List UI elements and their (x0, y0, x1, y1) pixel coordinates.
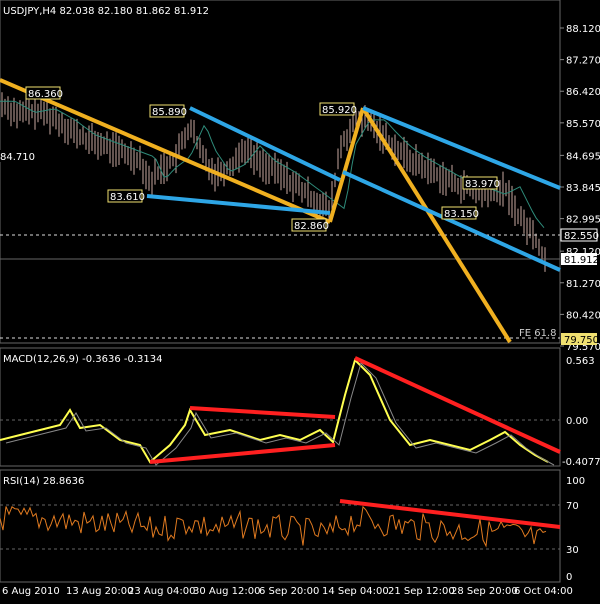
pivot-label: 84.710 (0, 152, 35, 163)
macd-lines (0, 358, 555, 466)
ma-path (0, 100, 545, 229)
rsi-trend-line[interactable] (339, 499, 561, 529)
time-label: 28 Sep 20:00 (451, 586, 518, 597)
price-tick-label: 81.270 (566, 279, 600, 290)
price-tick-label: 85.570 (566, 119, 600, 130)
time-label: 13 Aug 20:00 (66, 586, 133, 597)
price-tick-label: 86.420 (566, 87, 600, 98)
rsi-line (0, 505, 547, 548)
fib-line-1[interactable] (0, 78, 331, 224)
current-price-tag (561, 253, 597, 265)
channel-lines[interactable] (146, 106, 561, 272)
pivot-label: 86.360 (28, 89, 63, 100)
price-tick-label: 88.120 (566, 24, 600, 35)
fe-label: FE 61.8 (519, 328, 557, 339)
time-label: 6 Oct 04:00 (514, 586, 573, 597)
macd-title: MACD(12,26,9) -0.3636 -0.3134 (3, 354, 163, 365)
rsi-tick: 100 (566, 476, 585, 487)
level-82550-label: 82.550 (564, 231, 599, 242)
rsi-title: RSI(14) 28.8636 (3, 476, 84, 487)
price-tick-label: 82.120 (566, 247, 600, 258)
price-tick-label: 83.845 (566, 183, 600, 194)
level-79750-tag (561, 333, 597, 345)
moving-average (0, 100, 545, 229)
macd-trend-bottom[interactable] (149, 443, 336, 464)
macd-tick: 0.00 (566, 416, 588, 427)
level-82550-tag (560, 228, 598, 242)
pivot-label: 83.150 (444, 209, 479, 220)
time-label: 23 Aug 04:00 (128, 586, 195, 597)
pivot-label: 85.920 (322, 105, 357, 116)
rsi-path (0, 505, 547, 548)
rsi-tick: 30 (566, 545, 579, 556)
pivot-labels: 86.360 84.710 85.890 83.610 82.860 85.92… (0, 86, 500, 232)
channel-1-bottom[interactable] (146, 194, 331, 215)
rsi-tick: 70 (566, 501, 579, 512)
channel-2-bottom[interactable] (342, 170, 561, 272)
level-79750-label: 79.750 (564, 335, 599, 346)
main-panel-frame (0, 0, 561, 344)
price-tick-label: 87.270 (566, 56, 600, 67)
signal-path (5, 362, 555, 466)
time-axis[interactable]: 6 Aug 2010 13 Aug 20:00 23 Aug 04:00 30 … (2, 586, 573, 597)
channel-1-top[interactable] (189, 106, 341, 182)
price-axis[interactable]: 88.120 87.270 86.420 85.570 84.695 83.845 82.9… (560, 24, 600, 353)
pivot-label: 83.970 (465, 179, 500, 190)
pivot-label: 83.610 (110, 192, 145, 203)
macd-path (0, 358, 549, 464)
macd-tick: -0.4077 (562, 457, 600, 468)
macd-trend-top[interactable] (189, 406, 336, 419)
price-tick-label: 79.570 (566, 342, 600, 353)
fib-line-3[interactable] (361, 106, 512, 344)
macd-panel-frame (0, 347, 561, 467)
rsi-tick: 0 (566, 572, 572, 583)
price-tick-label: 82.995 (566, 215, 600, 226)
pivot-label: 85.890 (152, 107, 187, 118)
time-label: 6 Aug 2010 (2, 586, 60, 597)
macd-trend-down[interactable] (354, 356, 561, 454)
macd-tick: 0.563 (566, 356, 595, 367)
pivot-label: 82.860 (294, 221, 329, 232)
time-label: 21 Sep 12:00 (388, 586, 455, 597)
fib-lines[interactable] (0, 78, 512, 344)
price-tick-label: 80.420 (566, 310, 600, 321)
symbol-title: USDJPY,H4 82.038 82.180 81.862 81.912 (3, 6, 209, 17)
current-price-label: 81.912 (564, 255, 599, 266)
price-tick-label: 84.695 (566, 151, 600, 162)
time-label: 30 Aug 12:00 (193, 586, 260, 597)
fib-line-2[interactable] (328, 107, 365, 223)
channel-2-top[interactable] (362, 106, 561, 190)
time-label: 14 Sep 04:00 (322, 586, 389, 597)
time-label: 6 Sep 20:00 (259, 586, 319, 597)
